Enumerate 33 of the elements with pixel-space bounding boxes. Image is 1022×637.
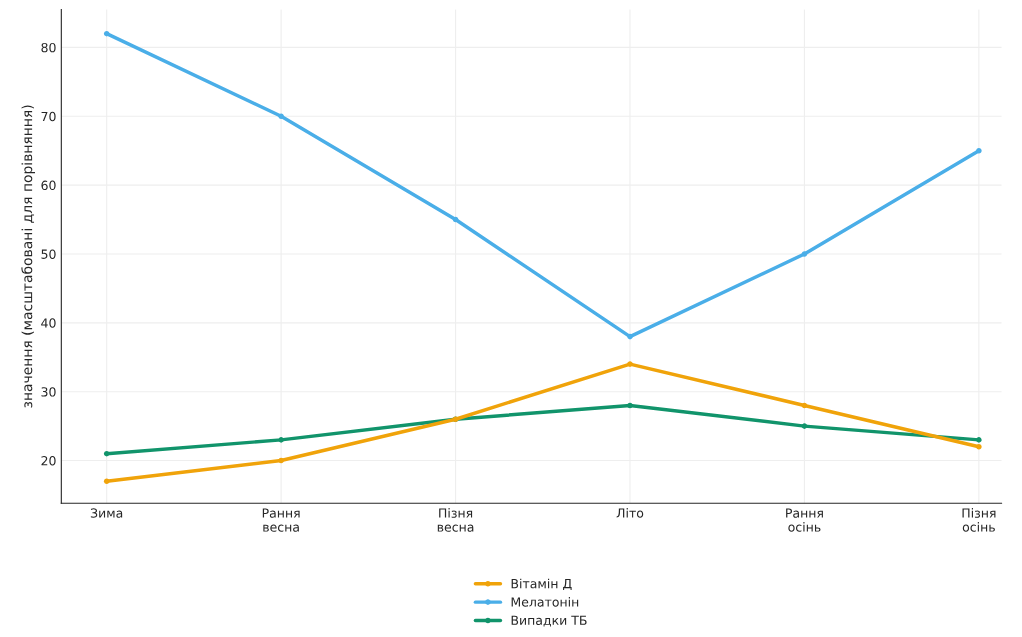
y-tick-label: 30 <box>41 387 56 397</box>
x-tick-label: Рання осінь <box>786 508 823 532</box>
point <box>278 437 284 443</box>
point <box>801 251 808 257</box>
point <box>976 147 982 154</box>
x-tick-label: Літо <box>616 508 644 518</box>
x-tick-label: Пізня осінь <box>962 508 996 532</box>
y-tick-label: 80 <box>41 42 56 53</box>
y-tick-label: 50 <box>41 249 56 259</box>
y-tick-label: 40 <box>41 318 56 328</box>
y-tick-label: 70 <box>41 111 56 122</box>
legend-label: Мелатонін <box>511 597 579 607</box>
point <box>627 333 633 340</box>
x-tick-label: Зима <box>90 508 123 518</box>
x-tick-label: Пізня весна <box>437 508 474 532</box>
x-tick-label: Рання весна <box>262 508 300 532</box>
point <box>627 402 633 409</box>
y-tick-label: 20 <box>41 456 56 466</box>
point <box>278 457 284 464</box>
point <box>627 361 633 367</box>
point <box>278 113 284 120</box>
point <box>801 423 808 429</box>
point <box>801 402 808 409</box>
point <box>103 450 110 457</box>
y-axis-title: значення (масштабовані для порівняння) <box>21 105 35 408</box>
point <box>976 443 982 450</box>
legend-label: Випадки ТБ <box>511 615 587 627</box>
y-tick-label: 60 <box>41 180 56 191</box>
point <box>103 30 110 37</box>
point <box>452 216 459 223</box>
point <box>976 437 982 443</box>
legend-label: Вітамін Д <box>511 578 572 591</box>
point <box>103 478 110 484</box>
